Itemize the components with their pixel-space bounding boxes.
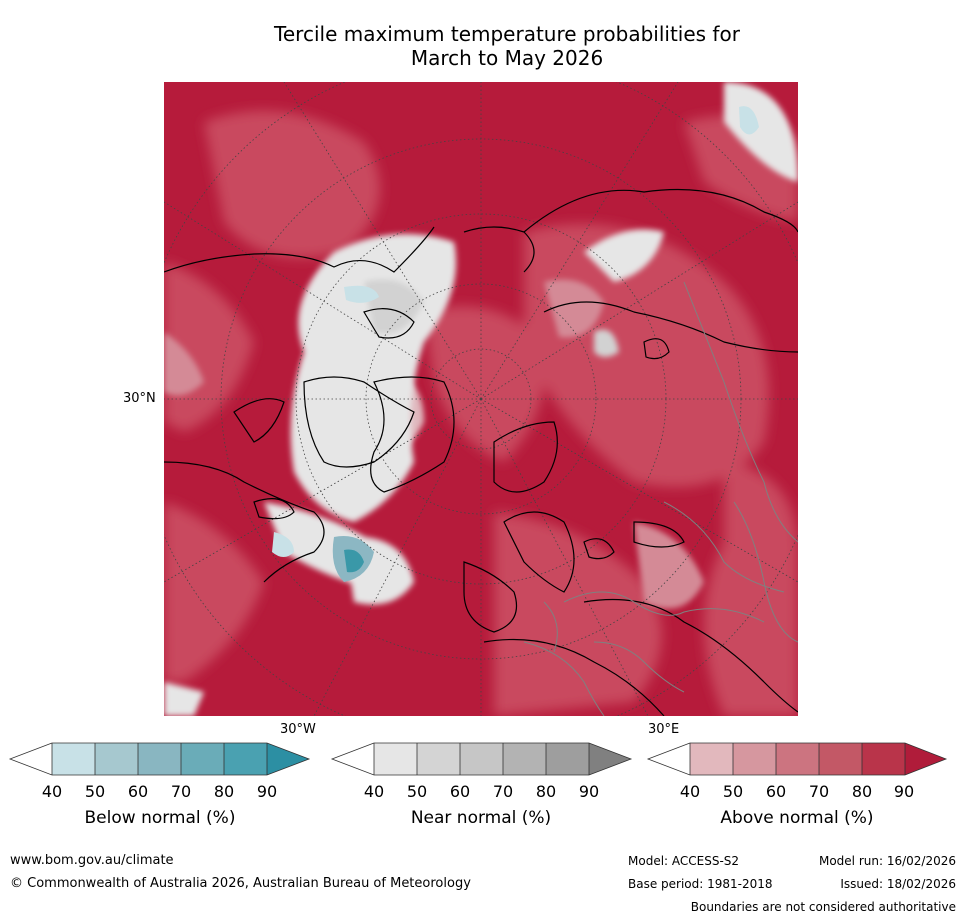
cb2-seg-0 — [648, 743, 690, 775]
cb1-seg-4 — [503, 743, 546, 775]
cb0-seg-0 — [10, 743, 52, 775]
cb2-seg-6 — [905, 743, 946, 775]
cb0-tick-70: 70 — [170, 782, 192, 801]
boundaries-disclaimer: Boundaries are not considered authoritat… — [690, 900, 956, 914]
colorbar-near-label: Near normal (%) — [410, 808, 552, 828]
lon-label-30e: 30°E — [648, 722, 680, 737]
coastlines — [164, 188, 798, 716]
cb1-tick-70: 70 — [492, 782, 514, 801]
cb0-seg-6 — [267, 743, 309, 775]
colorbar-above-svg — [646, 742, 948, 776]
cb0-tick-60: 60 — [127, 782, 149, 801]
cb1-tick-80: 80 — [535, 782, 557, 801]
lat-label-30n: 30°N — [123, 391, 156, 406]
cb2-seg-5 — [862, 743, 905, 775]
cb2-tick-50: 50 — [722, 782, 744, 801]
country-borders — [523, 281, 798, 716]
copyright-text: © Commonwealth of Australia 2026, Austra… — [10, 876, 471, 891]
below-normal-field — [272, 106, 759, 582]
probability-map — [164, 82, 798, 716]
cb2-tick-80: 80 — [851, 782, 873, 801]
map-title: Tercile maximum temperature probabilitie… — [0, 22, 965, 70]
cb2-seg-1 — [690, 743, 733, 775]
cb1-seg-0 — [332, 743, 374, 775]
issued-date: Issued: 18/02/2026 — [840, 877, 956, 891]
cb2-seg-3 — [776, 743, 819, 775]
title-line-1: Tercile maximum temperature probabilitie… — [274, 22, 740, 46]
colorbar-below-label: Below normal (%) — [84, 808, 236, 828]
colorbar-below-normal — [8, 742, 311, 776]
cb0-tick-80: 80 — [213, 782, 235, 801]
cb2-seg-4 — [819, 743, 862, 775]
cb0-seg-3 — [138, 743, 181, 775]
colorbar-above-normal — [646, 742, 948, 776]
model-name: Model: ACCESS-S2 — [628, 854, 740, 868]
graticule — [164, 82, 798, 716]
cb0-seg-1 — [52, 743, 95, 775]
cb1-tick-50: 50 — [406, 782, 428, 801]
cb0-seg-5 — [224, 743, 267, 775]
colorbar-above-label: Above normal (%) — [720, 808, 874, 828]
website-link[interactable]: www.bom.gov.au/climate — [10, 853, 174, 868]
cb1-seg-3 — [460, 743, 503, 775]
cb0-seg-4 — [181, 743, 224, 775]
cb1-tick-90: 90 — [578, 782, 600, 801]
colorbar-near-normal — [330, 742, 633, 776]
cb0-tick-50: 50 — [84, 782, 106, 801]
cb1-seg-2 — [417, 743, 460, 775]
colorbar-near-svg — [330, 742, 633, 776]
cb2-tick-40: 40 — [679, 782, 701, 801]
title-line-2: March to May 2026 — [410, 46, 604, 70]
base-period: Base period: 1981-2018 — [628, 877, 773, 891]
cb2-seg-2 — [733, 743, 776, 775]
polar-map-svg — [164, 82, 798, 716]
cb0-seg-2 — [95, 743, 138, 775]
cb1-seg-1 — [374, 743, 417, 775]
cb1-seg-6 — [589, 743, 631, 775]
colorbar-below-svg — [8, 742, 311, 776]
model-run-date: Model run: 16/02/2026 — [818, 854, 956, 868]
cb1-seg-5 — [546, 743, 589, 775]
cb0-tick-90: 90 — [256, 782, 278, 801]
cb2-tick-60: 60 — [765, 782, 787, 801]
cb0-tick-40: 40 — [41, 782, 63, 801]
cb2-tick-90: 90 — [893, 782, 915, 801]
cb2-tick-70: 70 — [808, 782, 830, 801]
cb1-tick-60: 60 — [449, 782, 471, 801]
lon-label-30w: 30°W — [280, 722, 316, 737]
cb1-tick-40: 40 — [363, 782, 385, 801]
